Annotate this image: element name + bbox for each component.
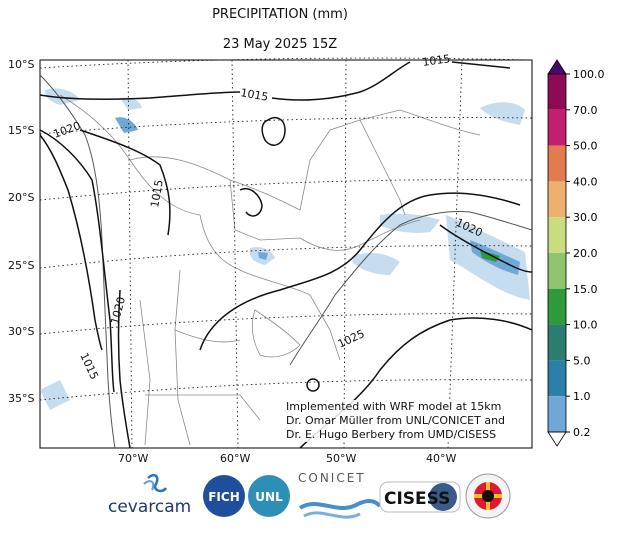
- coastlines: [39, 74, 533, 449]
- colorbar: 100.0 70.0 50.0 40.0 30.0 20.0 15.0 10.0 5.0 1.0 0…: [547, 59, 605, 447]
- lat-label: 35°S: [8, 392, 34, 405]
- lat-label: 20°S: [8, 191, 34, 204]
- fich-text: FICH: [208, 490, 240, 504]
- lon-label: 40°W: [426, 452, 456, 465]
- lon-label: 70°W: [118, 452, 148, 465]
- colorbar-label: 30.0: [573, 211, 598, 224]
- colorbar-bin: [548, 181, 566, 218]
- isobar-label: 1015: [422, 52, 452, 69]
- cevarcam-text: cevarcam: [108, 497, 191, 517]
- colorbar-label: 0.2: [573, 426, 591, 439]
- colorbar-bin: [548, 74, 566, 110]
- precip-patch: [480, 102, 525, 125]
- lat-label: 15°S: [8, 124, 34, 137]
- lon-label: 60°W: [220, 452, 250, 465]
- precip-patch: [480, 250, 500, 262]
- colorbar-bin: [548, 288, 566, 325]
- colorbar-bin: [548, 324, 566, 361]
- colorbar-bin: [548, 253, 566, 289]
- precip-patch: [115, 117, 138, 133]
- cevarcam-logo: cevarcam: [108, 473, 191, 517]
- precip-patch: [258, 252, 268, 260]
- map-subtitle: 23 May 2025 15Z: [222, 37, 338, 52]
- graticule: [39, 57, 533, 449]
- colorbar-bin: [548, 145, 566, 182]
- lon-label: 50°W: [326, 452, 356, 465]
- colorbar-label: 15.0: [573, 283, 598, 296]
- unl-logo: UNL: [248, 475, 290, 517]
- colorbar-label: 10.0: [573, 319, 598, 332]
- isobar-label: 1015: [148, 179, 166, 209]
- lat-label: 30°S: [8, 325, 34, 338]
- colorbar-max-arrow: [547, 59, 567, 75]
- colorbar-bin: [548, 217, 566, 253]
- cisess-logo: CISESS: [379, 481, 461, 513]
- note-line: Dr. Omar Müller from UNL/CONICET and: [286, 414, 506, 427]
- precip-patch: [120, 97, 142, 110]
- note-line: Dr. E. Hugo Berbery from UMD/CISESS: [286, 428, 497, 441]
- model-credit-note: Implemented with WRF model at 15km Dr. O…: [286, 400, 526, 442]
- colorbar-bin: [548, 396, 566, 432]
- colorbar-label: 40.0: [573, 175, 598, 188]
- political-borders: [59, 94, 481, 446]
- colorbar-label: 70.0: [573, 104, 598, 117]
- cisess-text: CISESS: [384, 489, 450, 509]
- lat-label: 10°S: [8, 58, 34, 71]
- lat-label: 25°S: [8, 259, 34, 272]
- fich-logo: FICH: [203, 475, 245, 517]
- colorbar-label: 50.0: [573, 140, 598, 153]
- conicet-text: CONICET: [298, 471, 366, 485]
- isobars: [39, 61, 533, 449]
- colorbar-label: 1.0: [573, 390, 591, 403]
- logo-strip: cevarcam FICH UNL CONICET CISESS: [108, 471, 511, 519]
- colorbar-label: 20.0: [573, 247, 598, 260]
- colorbar-label: 100.0: [573, 68, 605, 81]
- maryland-logo: [465, 473, 511, 519]
- precip-patch: [352, 252, 400, 275]
- map-title: PRECIPITATION (mm): [212, 7, 348, 22]
- precip-patch: [40, 380, 70, 410]
- latitude-labels: 10°S 15°S 20°S 25°S 30°S 35°S: [8, 58, 34, 405]
- colorbar-label: 5.0: [573, 354, 591, 367]
- unl-text: UNL: [255, 490, 283, 504]
- colorbar-min-arrow: [547, 431, 567, 447]
- longitude-labels: 70°W 60°W 50°W 40°W: [118, 452, 456, 465]
- conicet-logo: CONICET: [298, 471, 382, 519]
- isobar-label: 1015: [239, 86, 269, 104]
- colorbar-bin: [548, 360, 566, 397]
- colorbar-bin: [548, 109, 566, 146]
- note-line: Implemented with WRF model at 15km: [286, 400, 502, 413]
